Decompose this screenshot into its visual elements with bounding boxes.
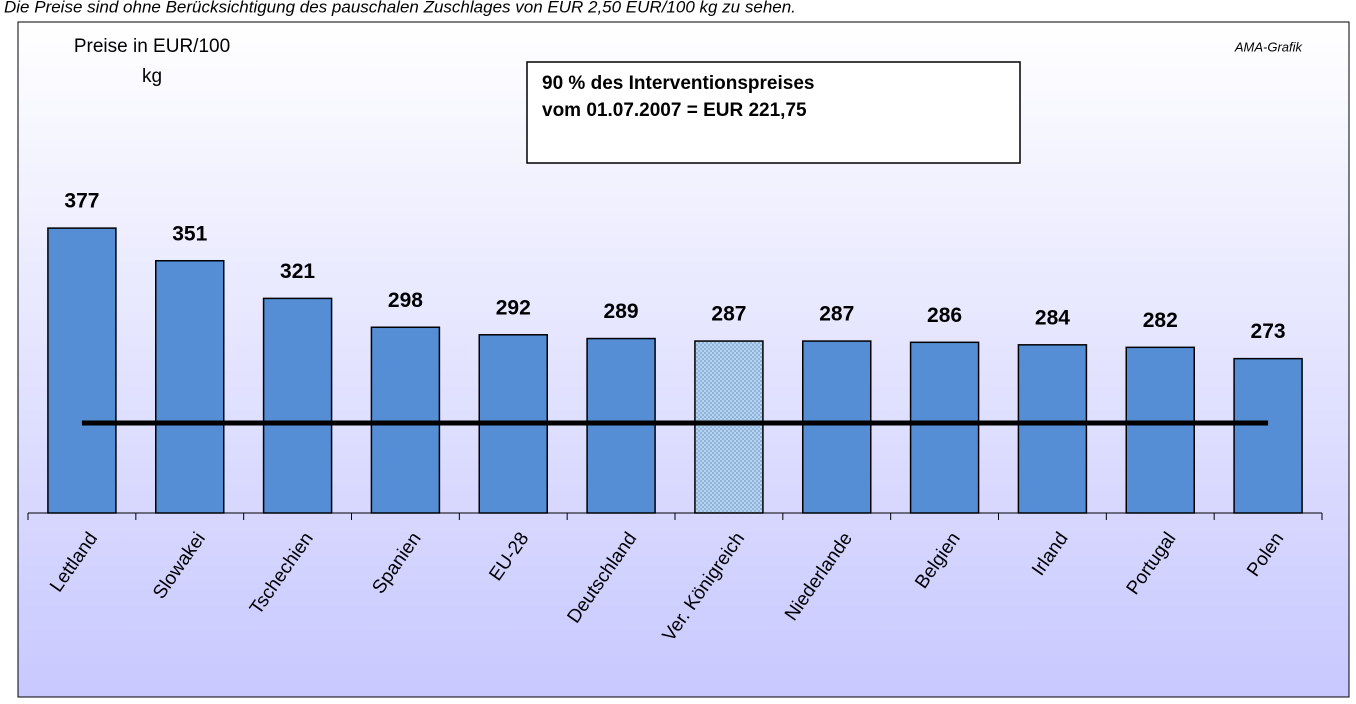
value-label: 287 xyxy=(711,303,746,326)
value-label: 284 xyxy=(1035,306,1070,329)
bar xyxy=(802,340,872,514)
value-label: 377 xyxy=(64,190,99,213)
bar xyxy=(1017,344,1088,514)
value-label: 321 xyxy=(280,260,315,283)
bar xyxy=(1233,357,1303,514)
y-axis-label: Preise in EUR/100 xyxy=(74,36,230,57)
bar xyxy=(586,337,656,514)
bar xyxy=(370,326,441,514)
source: AMA-Grafik xyxy=(1234,39,1304,54)
annotation: 90 % des Interventionspreises xyxy=(542,73,814,94)
y-axis-label: kg xyxy=(142,66,162,87)
annotation: vom 01.07.2007 = EUR 221,75 xyxy=(542,100,807,121)
note: Die Preise sind ohne Berücksichtigung de… xyxy=(4,0,796,16)
bar xyxy=(1125,346,1195,514)
bar xyxy=(694,340,764,514)
value-label: 292 xyxy=(496,296,531,319)
value-label: 351 xyxy=(172,222,207,245)
value-label: 286 xyxy=(927,304,962,327)
bar xyxy=(909,341,980,514)
bar xyxy=(47,227,117,514)
value-label: 273 xyxy=(1251,320,1286,343)
bar xyxy=(155,259,225,514)
annotation-box xyxy=(526,61,1021,164)
bar xyxy=(262,297,333,514)
value-label: 282 xyxy=(1143,309,1178,332)
value-label: 287 xyxy=(819,303,854,326)
value-label: 298 xyxy=(388,289,423,312)
value-label: 289 xyxy=(604,300,639,323)
